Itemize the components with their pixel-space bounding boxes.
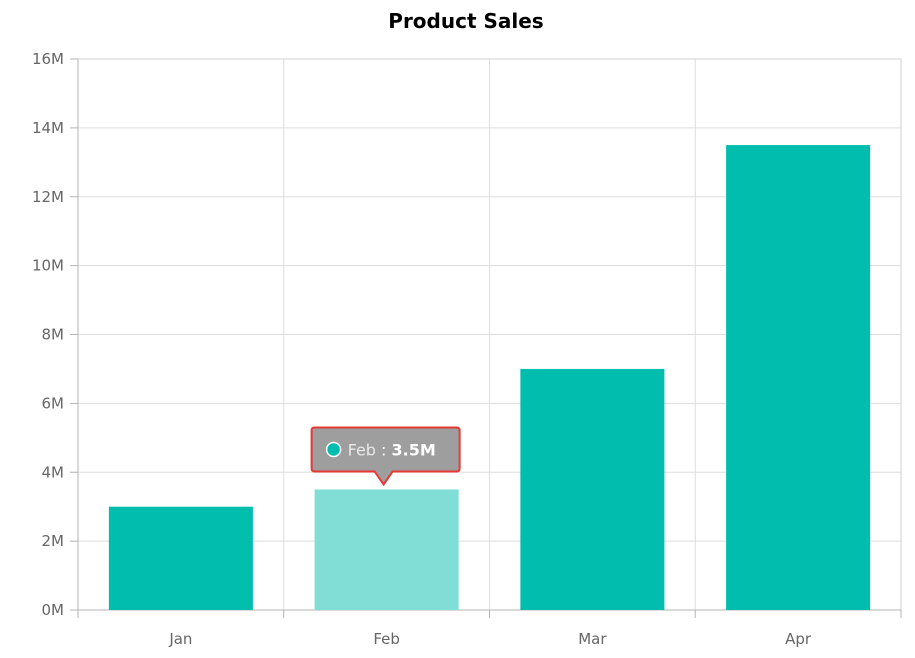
y-tick-label: 0M xyxy=(42,601,65,619)
bars xyxy=(108,145,871,610)
tooltip: Feb : 3.5M xyxy=(310,426,461,487)
y-tick-label: 2M xyxy=(42,532,65,550)
y-tick-label: 16M xyxy=(32,50,64,68)
x-axis: Jan Feb Mar Apr xyxy=(77,609,902,648)
gridlines xyxy=(78,58,902,610)
tooltip-marker-icon xyxy=(325,441,342,458)
y-tick-label: 6M xyxy=(42,394,65,412)
x-tick-label: Jan xyxy=(168,630,192,648)
y-tick-label: 8M xyxy=(42,326,65,344)
tooltip-text: Feb : 3.5M xyxy=(348,440,436,459)
y-axis: 0M 2M 4M 6M 8M 10M 12M 14M 16M xyxy=(32,50,79,619)
x-tick-label: Mar xyxy=(578,630,607,648)
tooltip-category: Feb xyxy=(348,440,376,459)
tooltip-box xyxy=(310,426,461,487)
y-tick-label: 12M xyxy=(32,188,64,206)
tooltip-separator: : xyxy=(376,440,392,459)
y-tick-label: 14M xyxy=(32,119,64,137)
chart-title: Product Sales xyxy=(388,9,543,33)
y-tick-label: 4M xyxy=(42,463,65,481)
x-tick-label: Feb xyxy=(373,630,400,648)
x-tick-label: Apr xyxy=(785,630,812,648)
tooltip-value: 3.5M xyxy=(392,440,436,459)
bar-jan[interactable] xyxy=(108,506,253,610)
y-tick-label: 10M xyxy=(32,257,64,275)
bar-apr[interactable] xyxy=(726,145,871,610)
bar-mar[interactable] xyxy=(520,368,665,610)
bar-feb[interactable] xyxy=(314,489,459,610)
